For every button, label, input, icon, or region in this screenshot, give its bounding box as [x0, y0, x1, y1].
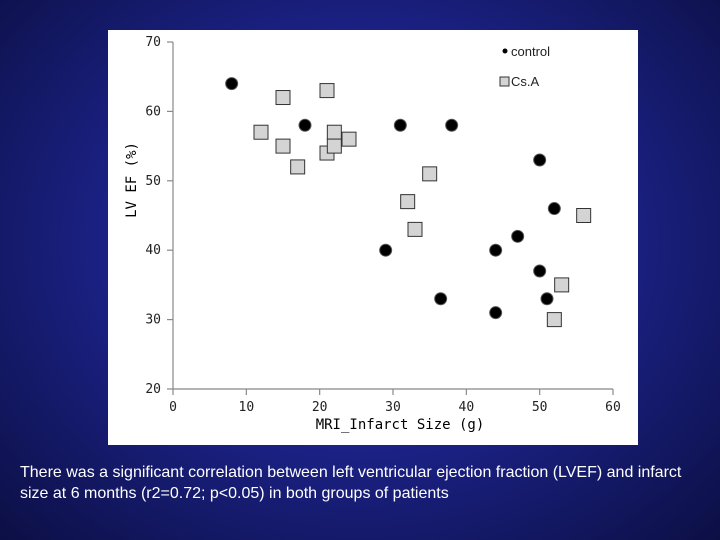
point-csa [554, 277, 570, 293]
legend: control Cs.A [499, 44, 550, 89]
x-tick-label: 20 [312, 400, 328, 415]
point-csa [275, 90, 291, 106]
x-axis-ticks: 0 10 20 30 40 50 60 [169, 389, 621, 415]
x-tick-label: 50 [532, 400, 548, 415]
point-csa [253, 124, 269, 140]
legend-item-csa: Cs.A [499, 74, 540, 89]
point-csa [422, 166, 438, 182]
x-tick-label: 10 [239, 400, 255, 415]
y-tick-label: 40 [145, 243, 161, 258]
point-control [540, 292, 554, 306]
point-control [489, 306, 503, 320]
y-tick-label: 20 [145, 382, 161, 397]
point-control [533, 153, 547, 167]
point-control [298, 118, 312, 132]
point-control [225, 77, 239, 91]
point-control [393, 118, 407, 132]
y-axis-title: LV EF (%) [124, 142, 140, 218]
point-csa [275, 138, 291, 154]
point-csa [341, 131, 357, 147]
point-control [533, 264, 547, 278]
point-csa [326, 124, 342, 140]
point-csa [546, 312, 562, 328]
legend-label-csa: Cs.A [511, 74, 540, 89]
y-axis-ticks: 20 30 40 50 60 70 [145, 35, 173, 397]
chart-panel: 20 30 40 50 60 70 0 10 20 30 40 50 60 MRI_Infarct S… [108, 30, 638, 445]
y-tick-label: 50 [145, 174, 161, 189]
point-control [434, 292, 448, 306]
point-control [379, 243, 393, 257]
x-tick-label: 40 [459, 400, 475, 415]
x-tick-label: 0 [169, 400, 177, 415]
x-tick-label: 30 [385, 400, 401, 415]
point-csa [326, 138, 342, 154]
point-csa [319, 83, 335, 99]
legend-marker-control [502, 48, 508, 54]
point-control [547, 202, 561, 216]
point-csa [400, 194, 416, 210]
legend-label-control: control [511, 44, 550, 59]
scatter-chart: 20 30 40 50 60 70 0 10 20 30 40 50 60 MRI_Infarct S… [124, 35, 621, 433]
x-axis-title: MRI_Infarct Size (g) [316, 417, 485, 433]
legend-marker-csa [499, 76, 510, 87]
axes [172, 42, 613, 390]
point-control [489, 243, 503, 257]
legend-item-control: control [502, 44, 550, 59]
point-control [445, 118, 459, 132]
point-csa [407, 221, 423, 237]
slide-caption: There was a significant correlation betw… [20, 464, 682, 502]
y-tick-label: 60 [145, 104, 161, 119]
point-control [511, 229, 525, 243]
point-csa [576, 208, 592, 223]
point-csa [290, 159, 306, 175]
x-tick-label: 60 [605, 400, 621, 415]
data-points [225, 77, 592, 328]
y-tick-label: 30 [145, 313, 161, 328]
y-tick-label: 70 [145, 35, 161, 50]
